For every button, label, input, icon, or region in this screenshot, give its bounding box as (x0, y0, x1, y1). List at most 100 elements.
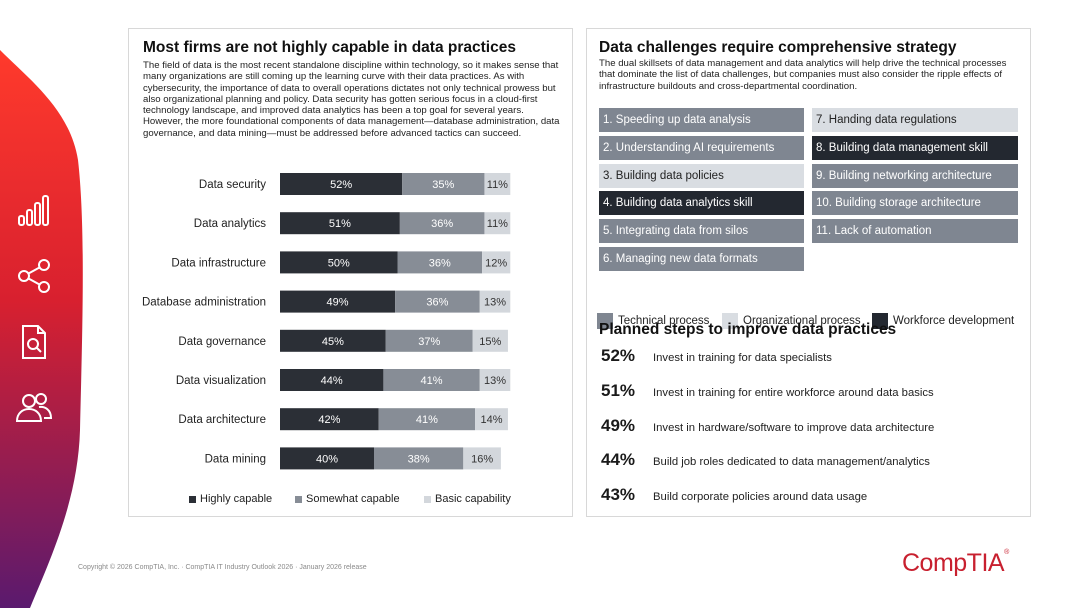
challenge-item: 3. Building data policies (599, 164, 804, 188)
category-label: Data security (199, 179, 266, 191)
bar-value-label: 35% (432, 179, 454, 191)
bar-segment (280, 408, 379, 431)
bar-value-label: 51% (329, 218, 351, 230)
bar-segment (280, 212, 400, 235)
step-text: Invest in hardware/software to improve d… (653, 422, 935, 434)
bar-segment (280, 329, 386, 352)
bar-value-label: 36% (431, 218, 453, 230)
bar-value-label: 15% (479, 336, 501, 348)
step-text: Invest in training for data specialists (653, 352, 832, 364)
key-organizational: Organizational process (722, 313, 861, 329)
step-row: 52% Invest in training for data speciali… (601, 346, 832, 366)
category-label: Data infrastructure (171, 257, 266, 269)
step-percent: 43% (601, 485, 636, 504)
key-technical: Technical process (597, 313, 709, 329)
challenge-item: 11. Lack of automation (812, 219, 1018, 243)
challenges-description: The dual skillsets of data management an… (599, 58, 1007, 92)
challenge-item: 1. Speeding up data analysis (599, 108, 804, 132)
step-text: Build job roles dedicated to data manage… (653, 456, 930, 468)
bar-value-label: 14% (480, 414, 502, 426)
bar-value-label: 50% (328, 257, 350, 269)
bar-segment (378, 408, 476, 431)
bar-value-label: 13% (484, 375, 506, 387)
category-label: Data mining (205, 453, 266, 465)
bar-segment (280, 173, 403, 195)
bar-value-label: 40% (316, 453, 338, 465)
key-label-technical: Technical process (618, 315, 710, 327)
bar-segment (472, 329, 508, 352)
bar-value-label: 16% (471, 453, 493, 465)
legend-basic-capability: Basic capability (424, 493, 511, 505)
bar-segment (484, 173, 511, 195)
step-text: Build corporate policies around data usa… (653, 491, 868, 503)
bar-segment (402, 173, 485, 195)
bar-value-label: 11% (487, 218, 508, 230)
step-row: 49% Invest in hardware/software to impro… (601, 416, 934, 436)
key-label-workforce: Workforce development (893, 315, 1015, 327)
key-swatch-workforce (872, 313, 888, 329)
legend-label-basic: Basic capability (435, 493, 511, 505)
bar-value-label: 13% (484, 297, 506, 309)
steps-title: Planned steps to improve data practices (599, 321, 897, 338)
bar-value-label: 36% (429, 257, 451, 269)
legend-swatch-basic (424, 495, 431, 503)
bar-segment (395, 290, 480, 313)
capability-stacked-bar-chart: Data security 52% 35% 11% Data analytics 51% 3… (142, 173, 511, 470)
bar-segment (479, 290, 511, 313)
category-label: Database administration (142, 297, 266, 309)
bar-value-label: 37% (418, 336, 440, 348)
category-label: Data architecture (178, 414, 266, 426)
bar-segment (482, 251, 511, 274)
bar-value-label: 11% (487, 179, 508, 191)
legend-swatch-somewhat (295, 495, 302, 503)
bar-segment (383, 369, 480, 391)
challenge-item: 2. Understanding AI requirements (599, 136, 804, 160)
bar-segment (397, 251, 483, 274)
capability-description: The field of data is the most recent sta… (143, 60, 560, 139)
legend-highly-capable: Highly capable (189, 493, 272, 505)
challenge-item: 4. Building data analytics skill (599, 191, 804, 215)
copyright-footer: Copyright © 2026 CompTIA, Inc. · CompTIA… (78, 564, 367, 571)
step-row: 44% Build job roles dedicated to data ma… (601, 450, 930, 470)
step-text: Invest in training for entire workforce … (653, 387, 934, 399)
challenge-item: 10. Building storage architecture (812, 191, 1018, 215)
bar-value-label: 36% (426, 297, 448, 309)
key-label-organizational: Organizational process (743, 315, 861, 327)
key-swatch-organizational (722, 313, 738, 329)
bar-value-label: 52% (330, 179, 352, 191)
bar-segment (280, 369, 384, 391)
step-percent: 51% (601, 381, 636, 400)
challenges-title: Data challenges require comprehensive st… (599, 39, 957, 56)
bar-segment (479, 369, 511, 391)
capability-panel: Most firms are not highly capable in dat… (128, 28, 573, 517)
legend-swatch-highly (189, 495, 196, 503)
bar-chart-icon (18, 195, 49, 226)
bar-value-label: 42% (318, 414, 340, 426)
bar-value-label: 41% (421, 375, 443, 387)
bar-value-label: 41% (416, 414, 438, 426)
key-swatch-technical (597, 313, 613, 329)
challenge-item: 8. Building data management skill (812, 136, 1018, 160)
bar-value-label: 49% (327, 297, 349, 309)
bar-segment (475, 408, 508, 431)
bar-value-label: 12% (485, 257, 507, 269)
step-row: 51% Invest in training for entire workfo… (601, 381, 934, 401)
bar-segment (385, 329, 473, 352)
step-percent: 44% (601, 450, 636, 469)
legend-label-somewhat: Somewhat capable (306, 493, 400, 505)
bar-value-label: 45% (322, 336, 344, 348)
challenge-item: 6. Managing new data formats (599, 247, 804, 271)
bar-segment (374, 447, 464, 470)
step-percent: 49% (601, 416, 636, 435)
step-percent: 52% (601, 346, 636, 365)
capability-title: Most firms are not highly capable in dat… (143, 39, 516, 56)
sidebar-icons (14, 190, 62, 454)
share-icon (18, 259, 50, 293)
category-label: Data visualization (176, 375, 266, 387)
document-search-icon (22, 325, 46, 359)
challenge-item: 7. Handing data regulations (812, 108, 1018, 132)
key-workforce: Workforce development (872, 313, 1014, 329)
challenge-item: 9. Building networking architecture (812, 164, 1018, 188)
step-row: 43% Build corporate policies around data… (601, 485, 867, 505)
legend-label-highly: Highly capable (200, 493, 273, 505)
